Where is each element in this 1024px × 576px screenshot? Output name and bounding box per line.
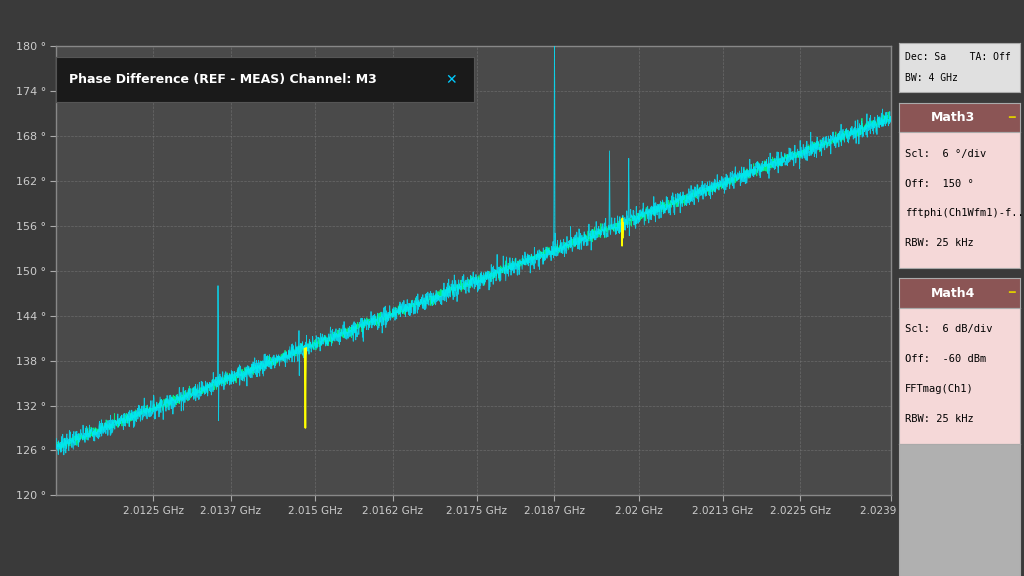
Text: BW: 4 GHz: BW: 4 GHz xyxy=(905,74,958,84)
Text: RBW: 25 kHz: RBW: 25 kHz xyxy=(905,238,974,248)
Text: Off:  -60 dBm: Off: -60 dBm xyxy=(905,354,986,364)
Text: Dec: Sa    TA: Off: Dec: Sa TA: Off xyxy=(905,52,1011,62)
Text: Off:  150 °: Off: 150 ° xyxy=(905,179,974,188)
Text: FFTmag(Ch1): FFTmag(Ch1) xyxy=(905,384,974,394)
Text: Scl:  6 dB/div: Scl: 6 dB/div xyxy=(905,324,992,335)
Text: RBW: 25 kHz: RBW: 25 kHz xyxy=(905,414,974,424)
Text: ━: ━ xyxy=(1008,112,1015,123)
Text: Math4: Math4 xyxy=(931,287,976,300)
Text: Scl:  6 °/div: Scl: 6 °/div xyxy=(905,149,986,159)
Text: fftphi(Ch1Wfm1)-f...: fftphi(Ch1Wfm1)-f... xyxy=(905,209,1024,218)
Text: Math3: Math3 xyxy=(931,111,976,124)
Text: ━: ━ xyxy=(1008,288,1015,298)
